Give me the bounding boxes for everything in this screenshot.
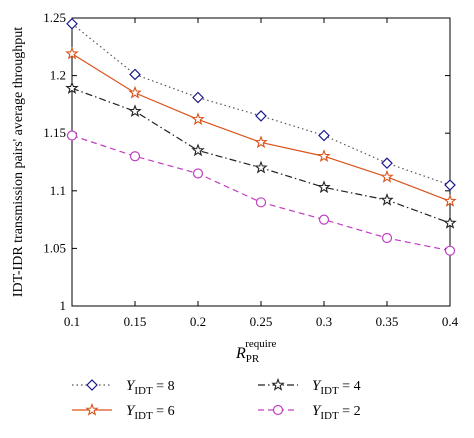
data-point	[65, 46, 79, 60]
legend-label: YIDT = 6	[126, 403, 175, 422]
data-point	[317, 149, 331, 162]
legend-label-main: Y	[312, 378, 322, 394]
legend-label-main: Y	[126, 403, 136, 419]
data-point	[254, 160, 268, 174]
x-axis-label-sup: require	[245, 338, 276, 350]
x-tick-label: 0.1	[64, 314, 80, 329]
data-point	[381, 157, 393, 170]
x-tick-label: 0.2	[190, 314, 206, 329]
x-tick-label: 0.3	[316, 314, 332, 329]
legend-label: YIDT = 2	[312, 403, 361, 422]
data-point	[66, 17, 78, 30]
y-tick-label: 1.1	[50, 183, 66, 198]
legend-label: YIDT = 4	[312, 378, 361, 397]
series-2	[65, 46, 457, 207]
legend-marker	[271, 377, 285, 391]
legend-label: YIDT = 8	[126, 378, 175, 397]
legend-label-value: = 8	[153, 379, 175, 394]
series-4	[66, 130, 456, 256]
series-1	[66, 17, 456, 191]
legend-label-sub: IDT	[320, 385, 339, 397]
legend-label-value: = 6	[153, 404, 175, 419]
data-point	[129, 151, 141, 162]
legend-label-main: Y	[126, 378, 136, 394]
x-axis-label-sub: PR	[246, 353, 260, 365]
data-point	[444, 245, 456, 256]
data-point	[128, 104, 142, 118]
legend-label-sub: IDT	[134, 410, 153, 422]
y-tick-label: 1.2	[50, 68, 66, 83]
legend-marker	[272, 404, 284, 416]
data-point	[191, 143, 205, 157]
x-axis: 0.1 0.15 0.2 0.25 0.3 0.35 0.4	[64, 18, 459, 329]
x-tick-label: 0.35	[376, 314, 399, 329]
data-point	[318, 214, 330, 225]
legend-label-sub: IDT	[320, 410, 339, 422]
legend-item: YIDT = 6	[72, 402, 175, 422]
legend-label-main: Y	[312, 403, 322, 419]
data-point	[255, 197, 267, 208]
legend-item: YIDT = 4	[258, 377, 361, 397]
series-layer	[65, 17, 457, 256]
data-point	[65, 81, 79, 94]
legend-label-sub: IDT	[134, 385, 153, 397]
x-axis-label-main: R	[235, 345, 246, 362]
series-line	[71, 134, 451, 252]
legend-marker	[86, 379, 98, 391]
data-point	[66, 130, 78, 141]
y-tick-label: 1.05	[43, 240, 66, 255]
data-point	[444, 179, 456, 191]
y-axis-label: IDT-IDR transmission pairs' average thro…	[11, 27, 26, 297]
data-point	[443, 215, 457, 229]
y-tick-label: 1.15	[43, 125, 66, 140]
data-point	[380, 192, 394, 206]
data-point	[128, 85, 142, 99]
series-line	[71, 53, 451, 202]
data-point	[255, 110, 267, 122]
data-point	[317, 180, 331, 194]
series-3	[65, 81, 457, 229]
legend-marker	[85, 402, 99, 416]
y-axis: 1 1.05 1.1 1.15 1.2 1.25	[43, 10, 450, 313]
legend-item: YIDT = 8	[72, 378, 175, 397]
legend-label-value: = 4	[339, 379, 361, 394]
data-point	[192, 168, 204, 179]
y-tick-label: 1	[60, 298, 67, 313]
data-point	[129, 68, 141, 81]
data-point	[191, 112, 205, 126]
data-point	[381, 232, 393, 244]
legend-item: YIDT = 2	[258, 403, 361, 422]
legend-label-value: = 2	[339, 404, 361, 419]
x-tick-label: 0.4	[442, 314, 459, 329]
x-tick-label: 0.25	[250, 314, 273, 329]
y-tick-label: 1.25	[43, 10, 66, 25]
data-point	[380, 169, 394, 183]
data-point	[443, 194, 457, 207]
x-tick-label: 0.15	[124, 314, 147, 329]
data-point	[318, 129, 330, 142]
data-point	[254, 135, 268, 149]
x-axis-label: RPR require	[235, 338, 277, 365]
data-point	[192, 91, 204, 104]
